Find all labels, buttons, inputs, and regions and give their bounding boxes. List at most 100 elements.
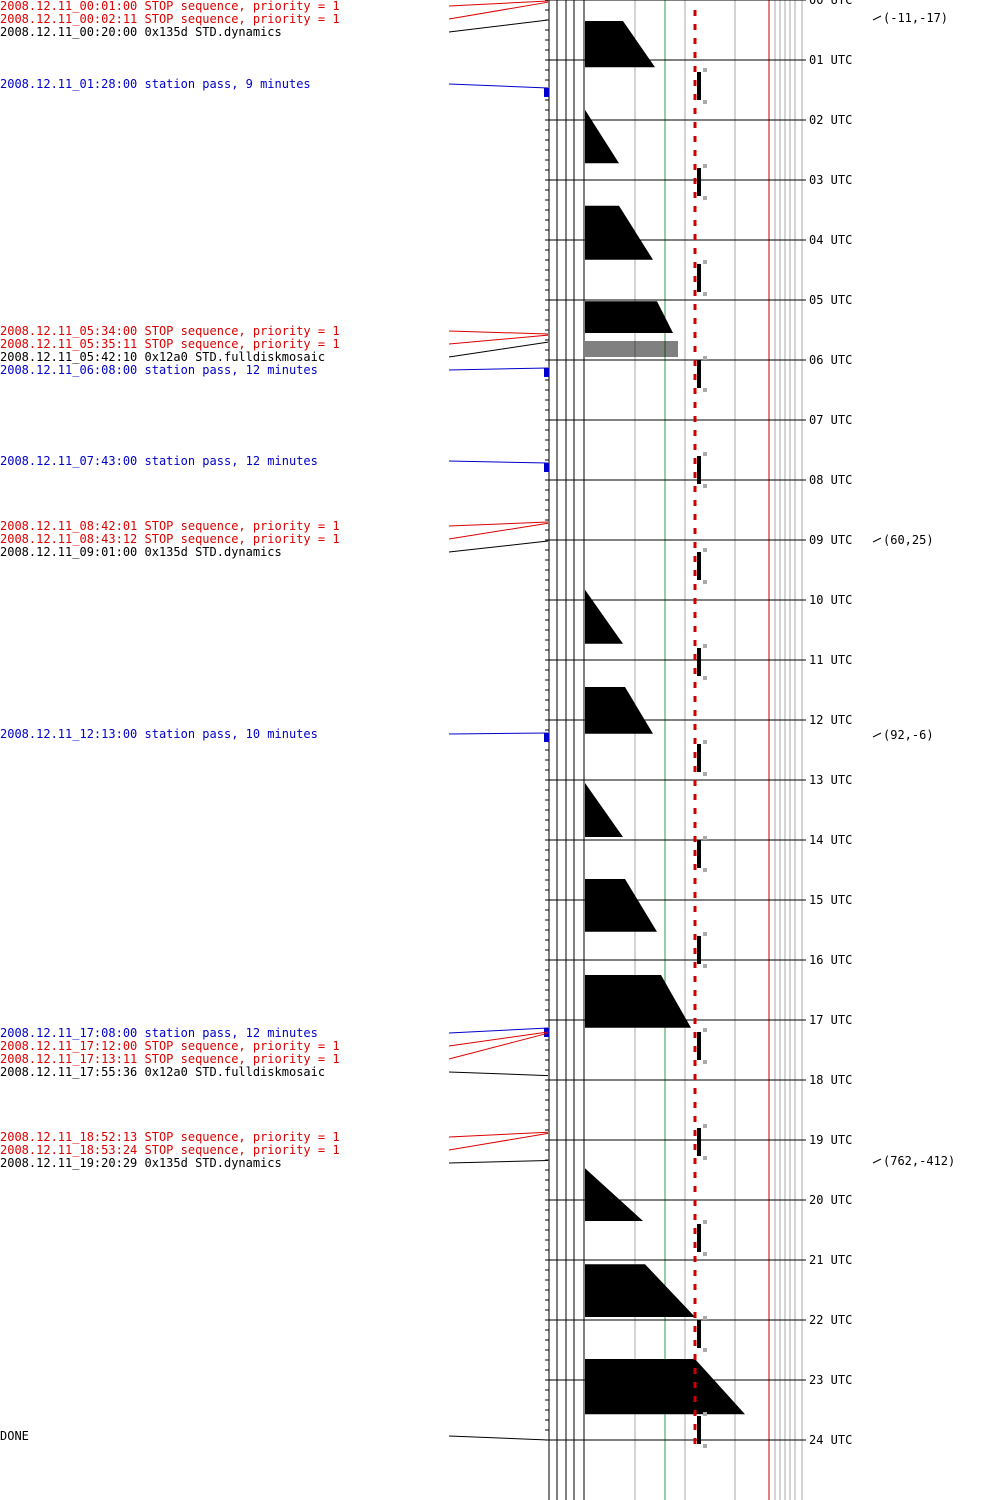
event-leader <box>448 367 549 371</box>
hour-label-8: 08 UTC <box>809 473 852 487</box>
event-leader <box>448 1132 549 1151</box>
activity-block-6 <box>585 783 623 837</box>
black-marker-9 <box>697 936 701 964</box>
gray-dot-top-0 <box>703 68 707 72</box>
event-label: 2008.12.11_19:20:29 0x135d STD.dynamics <box>0 1156 282 1170</box>
event-label: 2008.12.11_17:55:36 0x12a0 STD.fulldiskm… <box>0 1065 325 1079</box>
gray-dot-top-12 <box>703 1220 707 1224</box>
annotation-label-2: (92,-6) <box>883 728 934 742</box>
activity-block-0 <box>585 21 655 68</box>
black-marker-12 <box>697 1224 701 1252</box>
hour-label-5: 05 UTC <box>809 293 852 307</box>
event-labels: 2008.12.11_00:01:00 STOP sequence, prior… <box>0 0 340 1443</box>
event-label: 2008.12.11_05:42:10 0x12a0 STD.fulldiskm… <box>0 350 325 364</box>
grid-lines <box>545 0 806 1500</box>
event-label: 2008.12.11_17:13:11 STOP sequence, prior… <box>0 1052 340 1066</box>
black-marker-2 <box>697 264 701 292</box>
event-label: 2008.12.11_18:53:24 STOP sequence, prior… <box>0 1143 340 1157</box>
hour-label-17: 17 UTC <box>809 1013 852 1027</box>
event-leader <box>448 330 549 335</box>
black-marker-3 <box>697 360 701 388</box>
black-marker-10 <box>697 1032 701 1060</box>
hour-label-3: 03 UTC <box>809 173 852 187</box>
hour-labels: 00 UTC 01 UTC 02 UTC 03 UTC 04 UTC 05 UTC 06 U… <box>809 0 852 1447</box>
gray-dot-top-7 <box>703 740 707 744</box>
gray-dot-bottom-6 <box>703 676 707 680</box>
gray-dot-bottom-2 <box>703 292 707 296</box>
black-marker-1 <box>697 168 701 196</box>
event-leader <box>448 0 549 7</box>
annotation-label-3: (762,-412) <box>883 1154 955 1168</box>
event-leader <box>448 334 549 345</box>
event-label: 2008.12.11_00:02:11 STOP sequence, prior… <box>0 12 340 26</box>
gray-dot-bottom-8 <box>703 868 707 872</box>
annotation-tick-2 <box>872 732 882 738</box>
event-leader <box>448 521 549 527</box>
gray-dot-top-10 <box>703 1028 707 1032</box>
event-label: 2008.12.11_00:01:00 STOP sequence, prior… <box>0 0 340 13</box>
hour-label-0: 00 UTC <box>809 0 852 7</box>
black-marker-8 <box>697 840 701 868</box>
event-label: 2008.12.11_12:13:00 station pass, 10 min… <box>0 727 318 741</box>
gray-dot-bottom-10 <box>703 1060 707 1064</box>
activity-block-3 <box>585 301 673 333</box>
black-marker-4 <box>697 456 701 484</box>
event-leader <box>448 83 549 89</box>
black-marker-14 <box>697 1416 701 1444</box>
pass-marker <box>544 733 549 743</box>
event-leader <box>448 1027 549 1034</box>
black-marker-13 <box>697 1320 701 1348</box>
activity-block-4 <box>585 589 623 644</box>
hour-label-16: 16 UTC <box>809 953 852 967</box>
event-leader-lines <box>448 0 549 1441</box>
hour-label-22: 22 UTC <box>809 1313 852 1327</box>
event-leader <box>448 1159 549 1164</box>
pass-marker <box>544 88 549 98</box>
event-label: 2008.12.11_17:12:00 STOP sequence, prior… <box>0 1039 340 1053</box>
hour-label-20: 20 UTC <box>809 1193 852 1207</box>
gray-dot-top-8 <box>703 836 707 840</box>
annotation-tick-0 <box>872 15 882 21</box>
event-leader <box>448 1032 549 1060</box>
pass-marker <box>544 367 549 377</box>
event-leader <box>448 1071 549 1077</box>
gray-dot-bottom-9 <box>703 964 707 968</box>
event-leader <box>448 1435 549 1441</box>
gray-dot-bottom-4 <box>703 484 707 488</box>
hour-label-19: 19 UTC <box>809 1133 852 1147</box>
event-leader <box>448 341 549 358</box>
gray-dot-bottom-0 <box>703 100 707 104</box>
activity-block-9 <box>585 1168 643 1221</box>
black-marker-6 <box>697 648 701 676</box>
hour-label-10: 10 UTC <box>809 593 852 607</box>
coordinate-annotations: (-11,-17) (60,25) (92,-6) (762,-412) <box>872 11 955 1168</box>
hour-label-23: 23 UTC <box>809 1373 852 1387</box>
annotation-tick-1 <box>872 537 882 543</box>
event-leader <box>448 1031 549 1047</box>
event-leader <box>448 19 549 33</box>
activity-blocks <box>585 21 745 1415</box>
gray-dot-top-13 <box>703 1316 707 1320</box>
event-label: 2008.12.11_09:01:00 0x135d STD.dynamics <box>0 545 282 559</box>
hour-label-21: 21 UTC <box>809 1253 852 1267</box>
black-marker-0 <box>697 72 701 100</box>
gray-dot-top-14 <box>703 1412 707 1416</box>
hour-label-4: 04 UTC <box>809 233 852 247</box>
activity-block-7 <box>585 879 657 932</box>
hour-label-9: 09 UTC <box>809 533 852 547</box>
hour-label-15: 15 UTC <box>809 893 852 907</box>
event-label: 2008.12.11_05:35:11 STOP sequence, prior… <box>0 337 340 351</box>
hour-label-24: 24 UTC <box>809 1433 852 1447</box>
event-leader <box>448 460 549 464</box>
hour-label-11: 11 UTC <box>809 653 852 667</box>
gray-dot-bottom-5 <box>703 580 707 584</box>
hour-label-7: 07 UTC <box>809 413 852 427</box>
black-marker-7 <box>697 744 701 772</box>
gray-dot-bottom-12 <box>703 1252 707 1256</box>
event-label: 2008.12.11_06:08:00 station pass, 12 min… <box>0 363 318 377</box>
gray-dot-bottom-14 <box>703 1444 707 1448</box>
event-label: 2008.12.11_07:43:00 station pass, 12 min… <box>0 454 318 468</box>
hour-label-14: 14 UTC <box>809 833 852 847</box>
gray-dot-bottom-7 <box>703 772 707 776</box>
